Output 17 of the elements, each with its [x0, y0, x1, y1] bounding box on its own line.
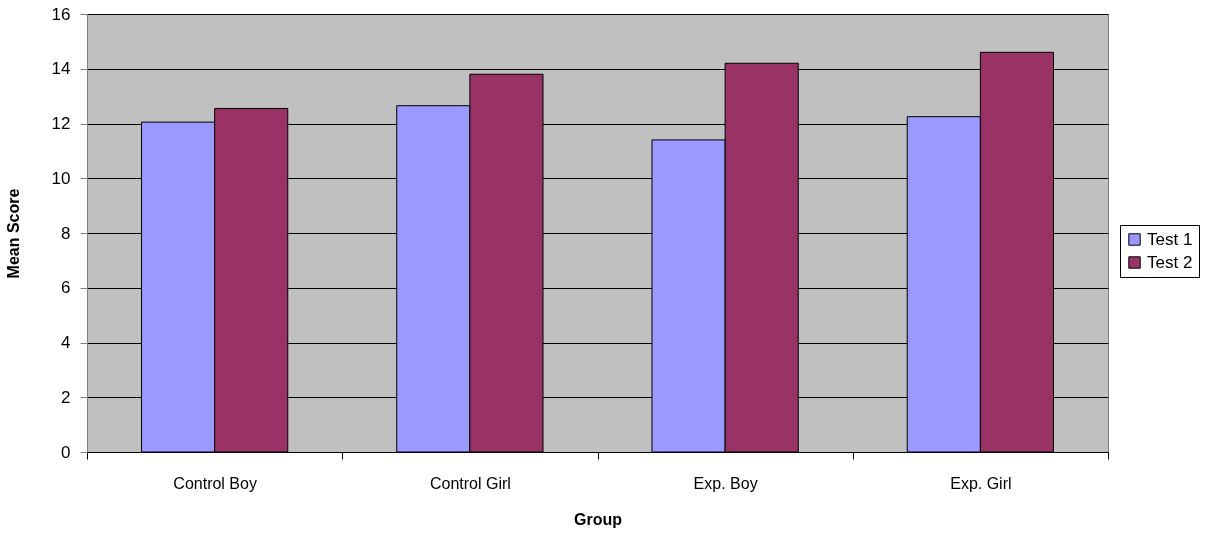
y-tick-label: 16	[51, 4, 71, 24]
x-axis-title: Group	[574, 510, 623, 528]
y-tick-label: 10	[51, 168, 71, 188]
y-tick-label: 14	[51, 59, 71, 79]
y-tick-label: 6	[61, 278, 71, 298]
y-tick-label: 4	[61, 333, 71, 352]
y-tick-label: 0	[61, 442, 71, 462]
legend-label: Test 1	[1147, 229, 1193, 249]
x-tick-label: Exp. Boy	[693, 474, 758, 492]
x-tick-label: Control Girl	[429, 474, 511, 492]
legend-label: Test 2	[1147, 252, 1193, 272]
y-tick-label: 8	[61, 223, 71, 243]
y-axis-title: Mean Score	[4, 188, 22, 279]
y-tick-label: 2	[61, 387, 71, 407]
x-tick-label: Exp. Girl	[950, 474, 1012, 492]
x-tick-label: Control Boy	[173, 474, 257, 492]
y-tick-label: 12	[51, 114, 71, 133]
